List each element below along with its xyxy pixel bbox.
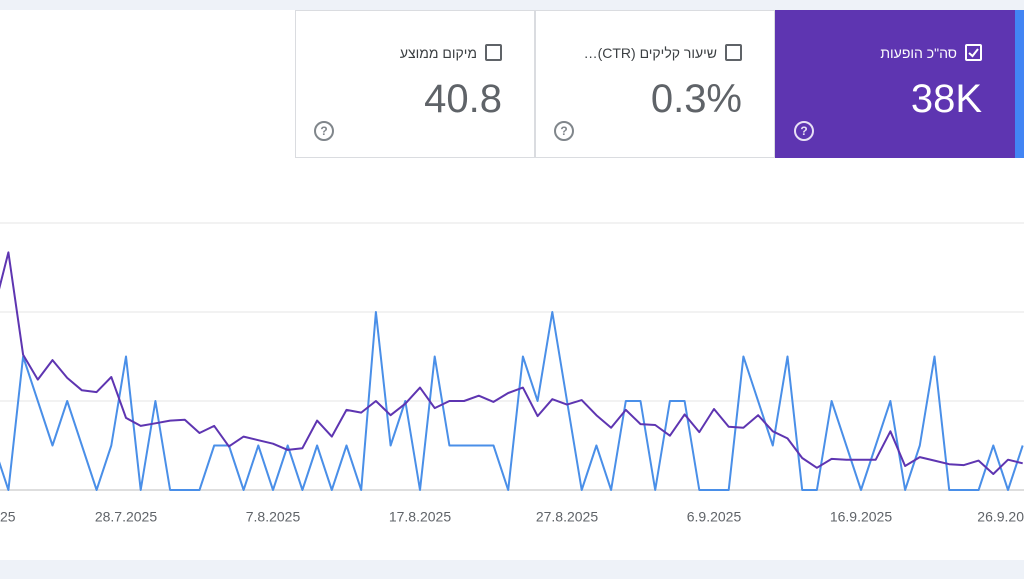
card-header: מיקום ממוצע (400, 44, 502, 61)
x-tick-label: 26.9.20 (977, 509, 1024, 525)
x-tick-label: 6.9.2025 (687, 509, 742, 525)
help-icon[interactable]: ? (314, 121, 334, 141)
metric-card[interactable]: מיקום ממוצע 40.8? (295, 10, 535, 158)
x-tick-label: 7.8.2025 (246, 509, 301, 525)
x-tick-label: 27.8.2025 (536, 509, 598, 525)
checkbox[interactable] (485, 44, 502, 61)
checkbox-checked[interactable] (965, 44, 982, 61)
metric-card[interactable]: סה"כ הופעות 38K? (775, 10, 1015, 158)
card-value: 40.8 (424, 77, 502, 121)
top-band (0, 0, 1024, 10)
x-tick-label: 16.9.2025 (830, 509, 892, 525)
metric-card[interactable]: שיעור קליקים (CTR)… 0.3%? (535, 10, 775, 158)
checkbox[interactable] (725, 44, 742, 61)
card-label: שיעור קליקים (CTR)… (583, 44, 717, 61)
card-label: מיקום ממוצע (399, 44, 477, 61)
next-card-edge (1015, 10, 1024, 158)
help-icon[interactable]: ? (554, 121, 574, 141)
card-label: סה"כ הופעות (880, 44, 957, 61)
x-tick-label: 17.8.2025 (389, 509, 451, 525)
bottom-band (0, 560, 1024, 579)
help-icon[interactable]: ? (794, 121, 814, 141)
x-tick-label: 25 (0, 509, 16, 525)
card-header: סה"כ הופעות (880, 44, 982, 61)
series-line (0, 311, 1024, 491)
series-line (0, 251, 1023, 475)
x-tick-label: 28.7.2025 (95, 509, 157, 525)
card-value: 38K (910, 77, 982, 121)
card-value: 0.3% (650, 77, 742, 121)
card-header: שיעור קליקים (CTR)… (584, 44, 742, 61)
